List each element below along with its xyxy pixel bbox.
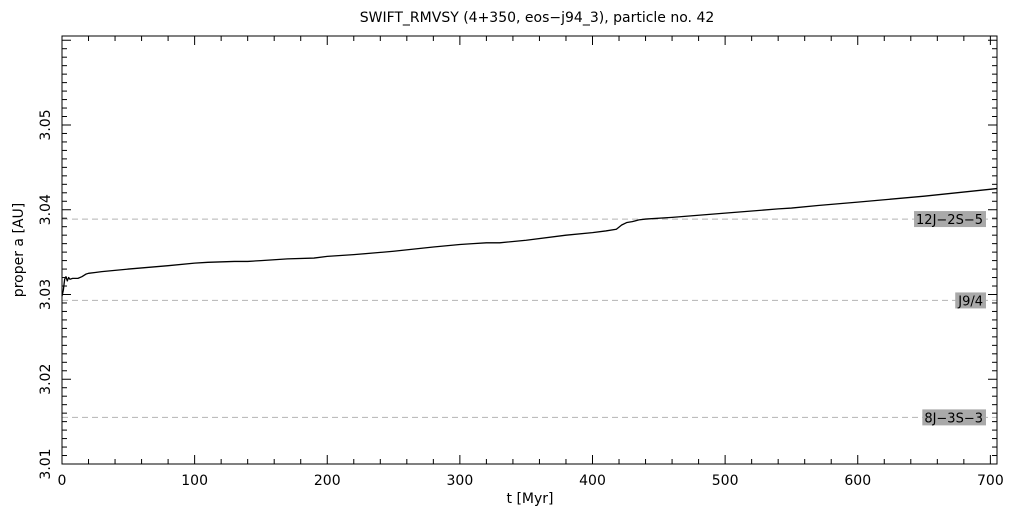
x-tick-label: 200 xyxy=(314,473,341,489)
x-tick-label: 400 xyxy=(579,473,606,489)
y-tick-label: 3.01 xyxy=(38,448,54,479)
resonance-label-bg xyxy=(922,409,986,426)
x-tick-label: 300 xyxy=(447,473,474,489)
x-tick-label: 100 xyxy=(181,473,208,489)
resonance-label-bg xyxy=(914,211,986,228)
series-line xyxy=(61,187,998,297)
series-lines xyxy=(61,187,998,297)
y-tick-label: 3.04 xyxy=(38,194,54,225)
y-tick-label: 3.05 xyxy=(38,109,54,140)
x-tick-label: 600 xyxy=(844,473,871,489)
resonance-label-bg xyxy=(955,292,986,309)
axis-ticks: 0 100 200 300 400 500 600 700 3.01 3.02 3.03 3.04 3.… xyxy=(38,36,1004,489)
chart-title: SWIFT_RMVSY (4+350, eos−j94_3), particle… xyxy=(360,10,715,26)
y-tick-label: 3.02 xyxy=(38,364,54,395)
x-tick-label: 700 xyxy=(977,473,1004,489)
resonance-label: J9/4 xyxy=(957,294,983,309)
x-tick-label: 0 xyxy=(58,473,67,489)
resonance-label: 12J−2S−5 xyxy=(916,213,983,228)
resonance-label: 8J−3S−3 xyxy=(924,411,983,426)
resonance-lines: 12J−2S−5 J9/4 8J−3S−3 xyxy=(62,211,997,426)
y-tick-label: 3.03 xyxy=(38,279,54,310)
x-tick-label: 500 xyxy=(712,473,739,489)
plot-frame xyxy=(61,35,998,465)
x-axis-label: t [Myr] xyxy=(507,491,554,507)
y-axis-label: proper a [AU] xyxy=(11,203,27,297)
